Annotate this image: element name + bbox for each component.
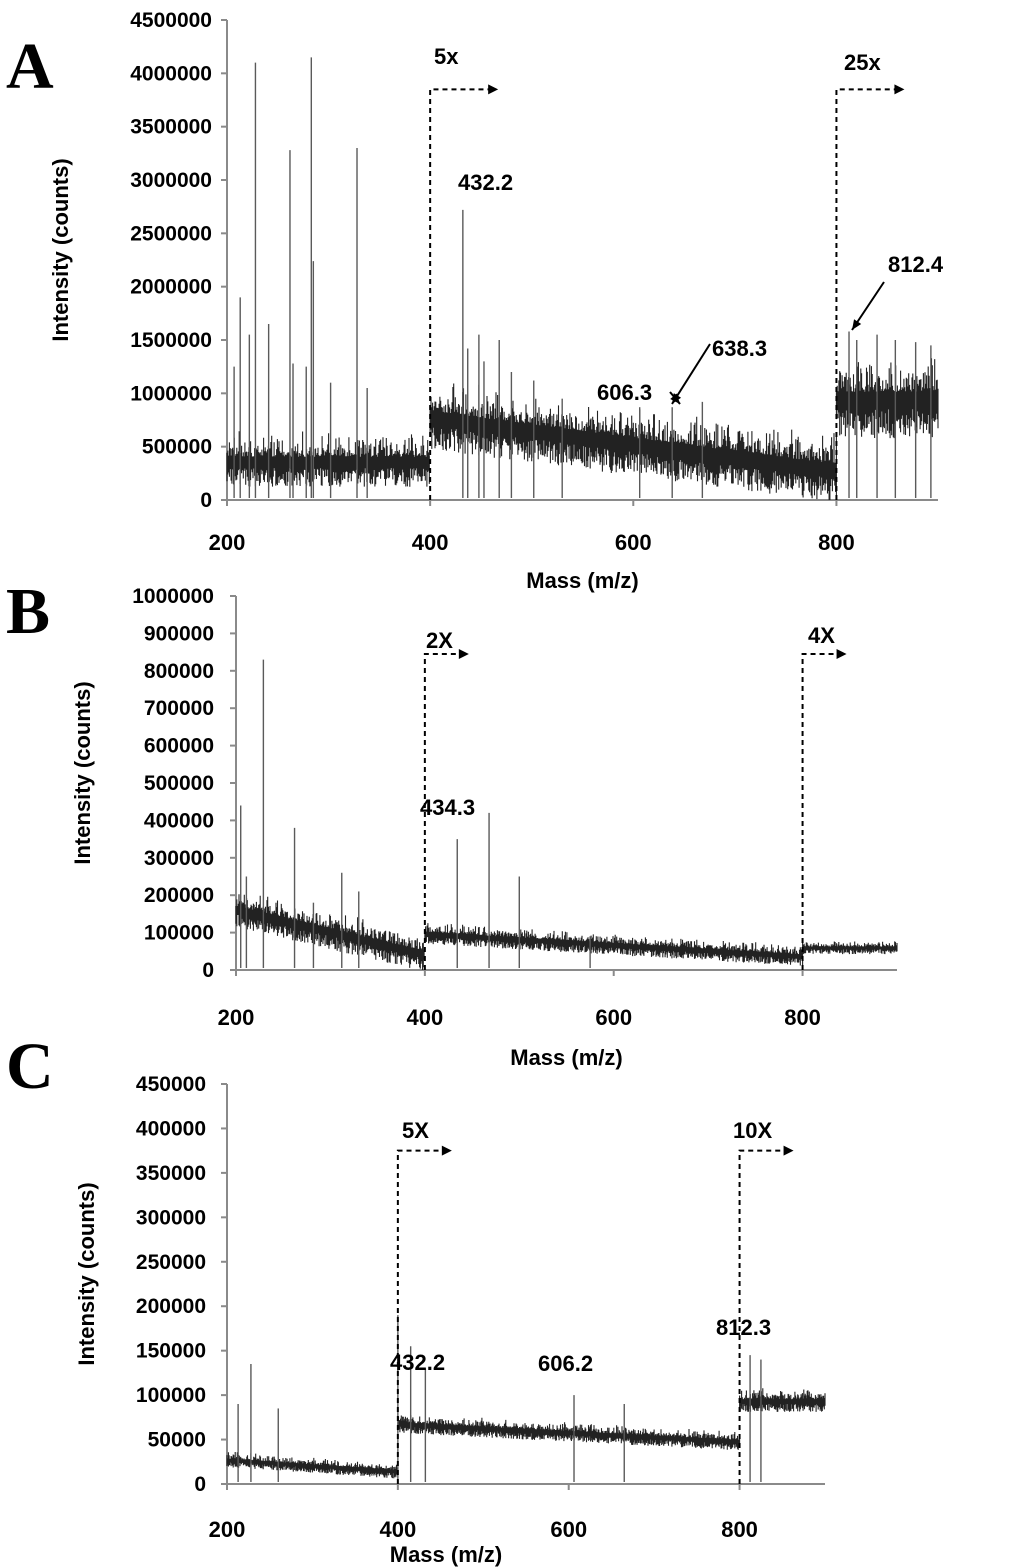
spectrum-trace (226, 1388, 826, 1479)
y-tick-label: 50000 (148, 1429, 206, 1452)
peak-annotation: 432.2 (458, 170, 513, 195)
arrow-head-icon (852, 319, 862, 330)
arrow-head-icon (458, 648, 469, 659)
panel-b: B 0 100000 200000 300000 400000 500000 600000 70… (6, 575, 898, 1070)
y-tick-label: 2500000 (130, 222, 212, 245)
x-axis-label: Mass (m/z) (510, 1045, 622, 1070)
scale-marker-line (429, 88, 491, 500)
spectrum-segment (397, 1415, 741, 1450)
y-tick-label: 600000 (144, 735, 214, 758)
y-tick-label: 0 (194, 1473, 206, 1496)
scale-marker-line (396, 1149, 444, 1484)
x-tick-label: 800 (784, 1005, 821, 1030)
y-tick-label: 1000000 (130, 382, 212, 405)
y-axis-label: Intensity (counts) (70, 681, 95, 864)
spectrum-segment (235, 894, 425, 970)
panel-letter: B (6, 575, 50, 648)
y-tick-label: 4500000 (130, 9, 212, 32)
panel-c: C 0 50000 100000 150000 200000 250000 300000 350… (6, 1030, 826, 1567)
x-tick-label: 600 (595, 1005, 632, 1030)
y-tick-label: 4000000 (130, 62, 212, 85)
peak-annotation: 812.4 (888, 252, 944, 277)
y-tick-label: 100000 (136, 1384, 206, 1407)
y-tick-label: 400000 (144, 809, 214, 832)
spectrum-segment (802, 941, 898, 955)
spectrum-segment (739, 1388, 826, 1412)
scale-marker-line (835, 88, 897, 500)
y-tick-label: 900000 (144, 622, 214, 645)
spectrum-segment (226, 1452, 398, 1479)
peak-annotation: 606.2 (538, 1351, 593, 1376)
arrow-head-icon (894, 84, 905, 95)
y-tick-label: 2000000 (130, 276, 212, 299)
peak-annotation: 432.2 (390, 1350, 445, 1375)
y-tick-label: 3000000 (130, 169, 212, 192)
y-tick-label: 350000 (136, 1162, 206, 1185)
scale-factor-label: 5X (402, 1118, 429, 1143)
arrow-head-icon (441, 1145, 452, 1156)
spectrum-trace (235, 894, 898, 970)
x-axis-label: Mass (m/z) (526, 568, 638, 593)
y-tick-label: 150000 (136, 1340, 206, 1363)
y-tick-label: 450000 (136, 1073, 206, 1096)
y-axis-label: Intensity (counts) (74, 1182, 99, 1365)
y-tick-label: 200000 (136, 1295, 206, 1318)
arrow-head-icon (836, 648, 847, 659)
scale-factor-label: 10X (733, 1118, 772, 1143)
scale-marker-line (801, 652, 839, 970)
y-tick-label: 100000 (144, 922, 214, 945)
x-tick-label: 600 (615, 530, 652, 555)
y-tick-label: 700000 (144, 697, 214, 720)
y-tick-label: 1500000 (130, 329, 212, 352)
panel-a: A 0 500000 1000000 1500000 2000000 2500000 3000… (6, 9, 944, 593)
x-tick-label: 800 (818, 530, 855, 555)
x-tick-label: 200 (209, 530, 246, 555)
spectrum-segment (226, 431, 430, 487)
y-tick-label: 0 (200, 489, 212, 512)
scale-factor-label: 5x (434, 44, 459, 69)
annotation-arrow-line (671, 343, 711, 405)
panel-letter: C (6, 1030, 54, 1103)
y-tick-label: 0 (202, 959, 214, 982)
y-tick-label: 200000 (144, 884, 214, 907)
x-tick-label: 200 (218, 1005, 255, 1030)
x-tick-label: 800 (721, 1517, 758, 1542)
peak-annotation: 812.3 (716, 1315, 771, 1340)
peak-annotation: 606.3 (597, 380, 652, 405)
y-tick-label: 1000000 (132, 585, 214, 608)
x-tick-label: 600 (550, 1517, 587, 1542)
x-tick-label: 400 (406, 1005, 443, 1030)
spectrum-trace (226, 358, 939, 500)
peak-annotation: 638.3 (712, 336, 767, 361)
y-tick-label: 500000 (144, 772, 214, 795)
scale-factor-label: 2X (426, 628, 453, 653)
panel-letter: A (6, 30, 54, 103)
y-axis-label: Intensity (counts) (48, 158, 73, 341)
y-tick-label: 3500000 (130, 116, 212, 139)
y-tick-label: 400000 (136, 1117, 206, 1140)
x-tick-label: 400 (412, 530, 449, 555)
x-tick-label: 200 (209, 1517, 246, 1542)
scale-factor-label: 4X (808, 623, 835, 648)
spectrum-segment (835, 358, 939, 439)
x-axis-label: Mass (m/z) (390, 1542, 502, 1567)
arrow-head-icon (672, 393, 682, 404)
scale-marker-line (423, 652, 461, 970)
scale-marker-line (738, 1149, 786, 1484)
scale-factor-label: 25x (844, 50, 881, 75)
spectrum-segment (429, 383, 837, 500)
y-tick-label: 500000 (142, 436, 212, 459)
peak-annotation: 434.3 (420, 795, 475, 820)
x-tick-label: 400 (379, 1517, 416, 1542)
arrow-head-icon (488, 84, 499, 95)
y-tick-label: 300000 (136, 1206, 206, 1229)
y-tick-label: 250000 (136, 1251, 206, 1274)
y-tick-label: 800000 (144, 660, 214, 683)
y-tick-label: 300000 (144, 847, 214, 870)
spectrum-segment (424, 923, 804, 966)
arrow-head-icon (783, 1145, 794, 1156)
